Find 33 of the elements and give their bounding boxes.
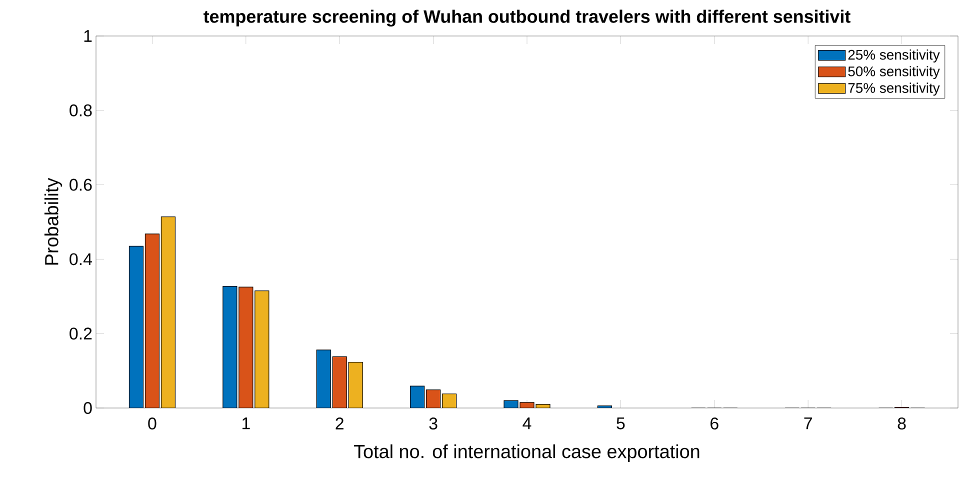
y-tick-label: 0.8	[70, 104, 92, 116]
x-tick-label: 5	[616, 418, 625, 430]
x-tick-label: 0	[148, 418, 156, 430]
chart-title: temperature screening of Wuhan outbound travelers with different sensitivit	[204, 10, 850, 26]
x-tick-label: 2	[336, 418, 344, 430]
bar	[144, 234, 160, 408]
y-axis-title: Probability	[44, 178, 62, 265]
bar	[238, 286, 254, 408]
x-tick-label: 7	[804, 418, 812, 430]
bar	[222, 286, 238, 408]
x-axis-title: Total no. of international case exportation	[354, 444, 700, 462]
bar	[254, 290, 270, 408]
y-tick-label: 1	[84, 30, 92, 42]
bar	[316, 350, 331, 408]
bar	[348, 362, 363, 408]
bar	[160, 216, 176, 408]
bar	[410, 386, 425, 408]
x-tick-label: 4	[522, 418, 532, 430]
x-tick-label: 3	[429, 418, 438, 430]
x-tick-label: 1	[242, 418, 250, 430]
legend-label: 50% sensitivity	[848, 66, 940, 80]
bar	[442, 394, 457, 408]
x-tick-label: 8	[898, 418, 906, 430]
x-tick-label: 6	[710, 418, 718, 430]
legend-label: 25% sensitivity	[848, 49, 940, 62]
y-tick-label: 0.6	[70, 178, 92, 191]
bar	[426, 389, 441, 408]
y-tick-label: 0	[84, 402, 92, 414]
y-tick-label: 0.2	[70, 328, 92, 340]
y-tick-label: 0.4	[70, 253, 92, 266]
legend-label: 75% sensitivity	[848, 82, 940, 96]
bar	[332, 356, 347, 408]
bar	[128, 246, 144, 408]
